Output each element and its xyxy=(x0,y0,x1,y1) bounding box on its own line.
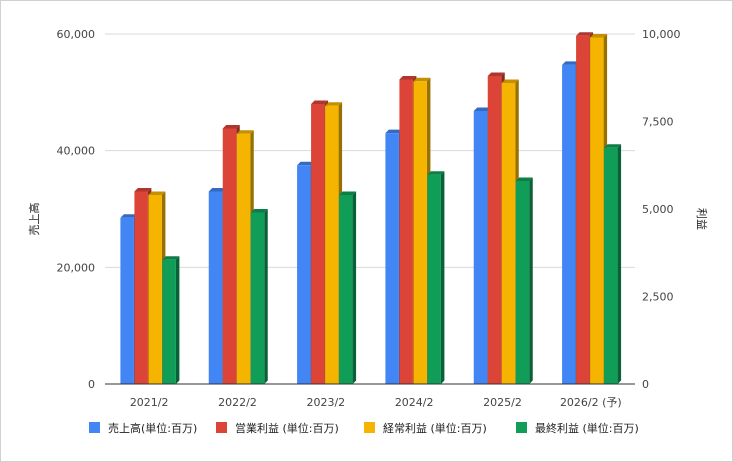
x-tick-label: 2024/2 xyxy=(395,396,434,409)
bar-top xyxy=(576,32,594,36)
bar xyxy=(385,133,399,384)
y2-tick-label: 5,000 xyxy=(642,203,674,216)
bar-top xyxy=(590,34,608,38)
bar-top xyxy=(604,144,622,148)
y2-axis-title: 利益 xyxy=(695,208,709,230)
bar xyxy=(590,37,604,384)
bar-top xyxy=(515,177,533,181)
bar-top xyxy=(222,125,240,129)
y-tick-label: 40,000 xyxy=(57,145,96,158)
legend-swatch xyxy=(516,422,527,433)
legend-label: 営業利益 (単位:百万) xyxy=(235,421,339,435)
x-tick-label: 2021/2 xyxy=(130,396,169,409)
bar-top xyxy=(250,209,268,213)
x-tick-label: 2025/2 xyxy=(483,396,522,409)
bar xyxy=(576,35,590,384)
bar xyxy=(413,81,427,384)
bar xyxy=(501,83,516,384)
bar xyxy=(222,128,237,384)
bar-top xyxy=(427,171,445,175)
bar-top xyxy=(562,61,580,65)
y2-tick-label: 2,500 xyxy=(642,291,674,304)
bar xyxy=(297,165,311,384)
y-axis-title: 売上高 xyxy=(27,203,41,236)
bar-top xyxy=(208,188,226,192)
legend-label: 最終利益 (単位:百万) xyxy=(535,421,639,435)
bar-top xyxy=(297,161,315,166)
bar-top xyxy=(162,256,180,260)
bar-top xyxy=(311,100,329,104)
legend-swatch xyxy=(364,422,375,433)
legend-swatch xyxy=(89,422,100,433)
bar xyxy=(562,64,576,384)
bar-top xyxy=(339,191,357,195)
bar-top xyxy=(385,129,403,134)
y2-tick-label: 0 xyxy=(642,378,649,391)
legend-label: 経常利益 (単位:百万) xyxy=(383,421,487,435)
x-tick-label: 2022/2 xyxy=(218,396,257,409)
x-tick-label: 2026/2 (予) xyxy=(560,396,622,409)
bar xyxy=(473,111,488,384)
bar-side xyxy=(264,209,268,384)
bar-top xyxy=(399,76,417,80)
bar-top xyxy=(473,107,491,111)
bar-top xyxy=(325,102,343,106)
bar xyxy=(311,104,325,384)
y-tick-label: 20,000 xyxy=(57,261,96,274)
bar xyxy=(208,191,223,384)
bar xyxy=(515,181,530,384)
legend-swatch xyxy=(216,422,227,433)
bar xyxy=(399,79,413,384)
y-tick-label: 0 xyxy=(88,378,95,391)
bar-side xyxy=(440,171,445,384)
bar xyxy=(148,195,162,384)
bar xyxy=(604,147,618,384)
bar-side xyxy=(529,177,533,384)
bar-side xyxy=(617,144,622,384)
x-tick-label: 2023/2 xyxy=(306,396,345,409)
bar-top xyxy=(236,130,254,134)
bar xyxy=(339,195,353,384)
bar-top xyxy=(134,188,152,192)
bar xyxy=(427,174,441,384)
bar-top xyxy=(487,72,505,76)
bar-top xyxy=(120,214,138,218)
y-tick-label: 60,000 xyxy=(57,28,96,41)
bar-top xyxy=(501,79,519,83)
bar xyxy=(487,76,502,384)
bar xyxy=(325,105,339,384)
y2-tick-label: 7,500 xyxy=(642,116,674,129)
bar xyxy=(120,217,134,384)
bar xyxy=(134,191,148,384)
bar-top xyxy=(148,191,166,195)
bar-top xyxy=(413,77,431,82)
bar-side xyxy=(175,256,180,384)
y2-tick-label: 10,000 xyxy=(642,28,681,41)
bar xyxy=(236,133,251,384)
bar xyxy=(162,259,176,384)
legend-label: 売上高(単位:百万) xyxy=(108,421,197,435)
bar xyxy=(250,212,265,384)
bar-side xyxy=(352,191,357,384)
